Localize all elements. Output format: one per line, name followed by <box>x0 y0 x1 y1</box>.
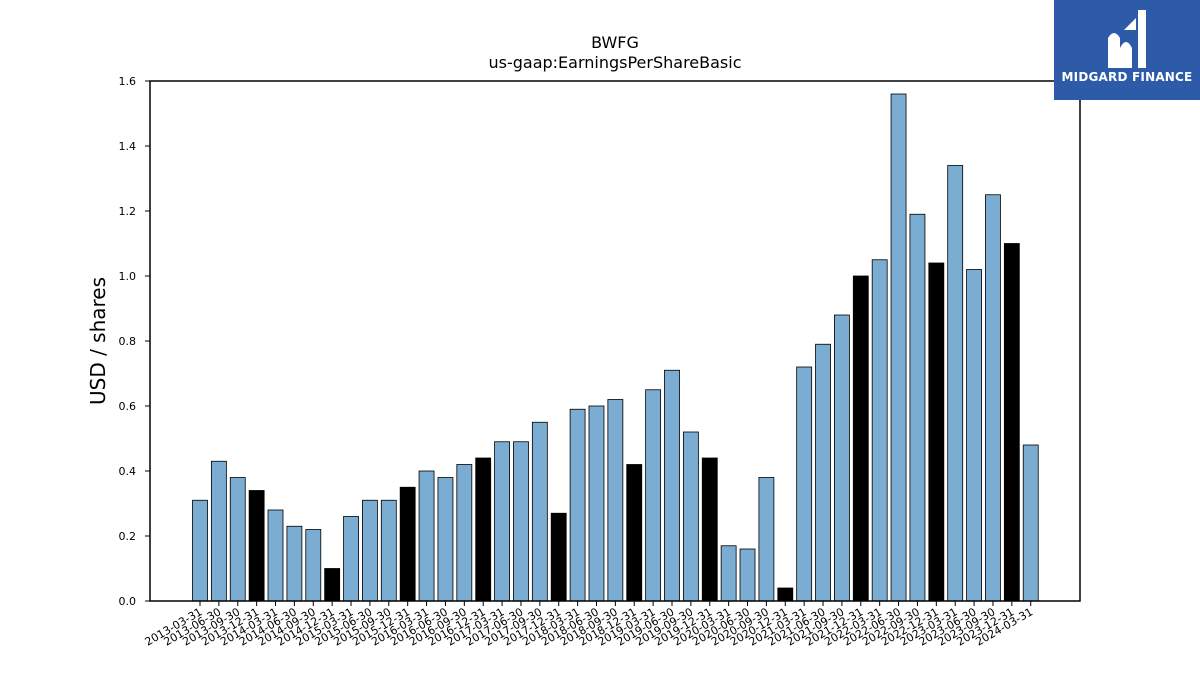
logo-mark-icon <box>1108 10 1146 68</box>
bar <box>1022 444 1039 602</box>
bar <box>739 548 756 602</box>
bar <box>286 525 303 602</box>
bar <box>852 275 869 602</box>
chart-title: BWFG <box>591 33 639 52</box>
bar <box>248 490 265 602</box>
bar <box>890 93 907 602</box>
bar <box>343 516 359 602</box>
y-tick-label: 0.0 <box>119 595 137 608</box>
bar <box>607 399 624 602</box>
x-axis: 2013-03-312013-06-302013-09-302013-12-31… <box>143 601 1035 649</box>
bar <box>626 464 643 602</box>
y-tick-label: 1.4 <box>119 140 137 153</box>
bar <box>418 470 435 602</box>
bar <box>362 499 378 602</box>
bar <box>437 477 454 602</box>
bar <box>985 194 1001 602</box>
bar <box>513 441 529 602</box>
bar <box>210 460 227 602</box>
bar <box>588 405 605 602</box>
bar <box>701 457 718 602</box>
bar <box>796 366 813 602</box>
bar <box>399 486 416 602</box>
bar <box>494 441 510 602</box>
bar <box>380 499 397 602</box>
bar <box>305 529 322 602</box>
bar <box>569 408 586 602</box>
y-axis: 0.0 0.2 0.4 0.6 0.8 1.0 1.2 1.4 1.6 <box>119 75 150 608</box>
bar <box>682 431 699 602</box>
bar <box>947 165 964 602</box>
y-tick-label: 0.8 <box>119 335 137 348</box>
bar <box>324 568 341 602</box>
bar <box>531 421 548 602</box>
brand-logo: MIDGARD FINANCE <box>1054 0 1200 100</box>
bar <box>267 509 284 602</box>
bar <box>966 269 982 602</box>
bar <box>664 369 680 602</box>
y-tick-label: 0.2 <box>119 530 137 543</box>
bar <box>192 499 208 602</box>
bar <box>758 477 775 602</box>
bar <box>1003 243 1020 602</box>
chart-subtitle: us-gaap:EarningsPerShareBasic <box>488 53 741 72</box>
y-axis-label: USD / shares <box>86 277 110 405</box>
bar <box>777 587 794 602</box>
bar <box>909 213 926 602</box>
bar <box>815 343 831 602</box>
bar <box>720 545 737 602</box>
bar <box>871 259 888 602</box>
plot-frame <box>149 80 1081 602</box>
y-tick-label: 1.2 <box>119 205 137 218</box>
bar <box>475 457 492 602</box>
bar <box>229 477 246 602</box>
bars-group <box>192 93 1039 602</box>
logo-text: MIDGARD FINANCE <box>1061 70 1193 84</box>
y-tick-label: 0.6 <box>119 400 137 413</box>
bar <box>645 389 662 602</box>
bar <box>456 464 473 602</box>
y-tick-label: 1.6 <box>119 75 137 88</box>
bar <box>928 262 945 602</box>
bar <box>550 512 567 602</box>
bar <box>834 314 850 602</box>
y-tick-label: 0.4 <box>119 465 137 478</box>
y-tick-label: 1.0 <box>119 270 137 283</box>
